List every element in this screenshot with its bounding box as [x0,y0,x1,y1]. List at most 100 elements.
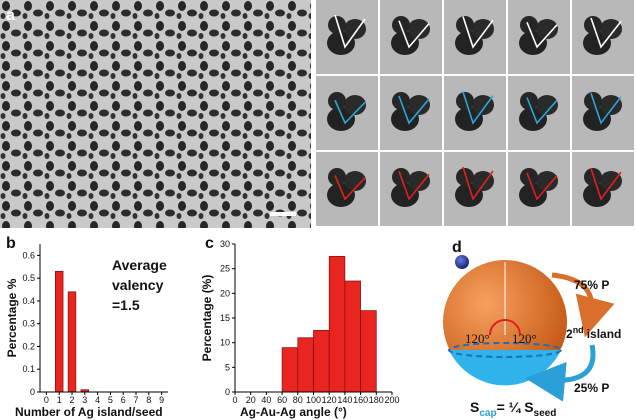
x-tick-label: 160 [353,395,368,405]
angle-guide [462,166,494,201]
angle-guide [398,170,430,201]
particle [600,19,622,39]
particle [455,31,483,55]
particle [408,95,430,115]
particle [408,171,430,191]
x-tick-label: 120 [322,395,337,405]
x-tick-label: 5 [108,395,113,405]
particle [391,31,419,55]
angle-label: 120° [512,331,537,346]
x-tick-label: 200 [384,395,399,405]
text: nd [573,325,584,335]
x-tick-label: 100 [306,395,321,405]
x-tick-label: 40 [261,395,271,405]
angle-guide [334,99,366,125]
particle [583,31,611,55]
particle [472,19,494,39]
angle-guide [526,21,558,49]
text: island [587,327,622,341]
particle [327,107,355,131]
cap-edge [448,342,562,358]
particle [391,183,419,207]
particle [327,183,355,207]
y-tick-label: 15 [220,313,230,323]
text: cap [479,408,496,419]
angle-label: 120° [465,331,490,346]
x-tick-label: 0 [232,395,237,405]
diagram: 120° 120° 75% P 2nd island 25% P Scap= ¼ … [443,255,621,419]
particle [344,95,366,115]
bar [360,310,377,393]
x-tick-label: 7 [133,395,138,405]
annotation: valency [112,277,164,293]
y-tick-label: 0.5 [22,273,35,283]
particle [408,19,430,39]
fraction-label: 25% P [574,381,609,395]
panel-label: d [452,239,462,256]
annotation: Average [112,257,167,273]
bar [344,280,361,393]
angle-guide [462,91,494,125]
text: 2 [566,327,573,341]
angle-guide [398,20,430,49]
panel-label: c [205,235,214,252]
fraction-label: 75% P [574,278,609,292]
angle-guide [590,92,622,125]
y-tick-label: 0.4 [22,296,35,306]
particle [583,183,611,207]
arrow [551,272,615,338]
formula: Scap= ¼ Sseed [470,399,556,419]
particle [456,92,474,110]
particle [600,171,622,191]
bar [328,255,346,393]
x-tick-label: 0 [44,395,49,405]
tile-grid [316,0,634,226]
x-axis-label: Ag-Au-Ag angle (°) [240,405,347,419]
particle [536,171,558,191]
particle [328,16,346,34]
angle-guide [526,97,558,125]
particle [344,171,366,191]
x-tick-label: 60 [277,395,287,405]
x-axis-label: Number of Ag island/seed [15,405,163,419]
y-tick-label: 10 [220,338,230,348]
x-tick-label: 80 [293,395,303,405]
y-tick-label: 20 [220,288,230,298]
y-axis-label: Percentage (%) [200,275,214,362]
particle [519,107,547,131]
particle [519,31,547,55]
particle [328,168,346,186]
x-tick-label: 1 [57,395,62,405]
x-tick-label: 2 [69,395,74,405]
scale-bar [270,212,296,216]
angle-guide [334,14,366,49]
x-tick-label: 3 [82,395,87,405]
x-tick-label: 8 [146,395,151,405]
x-tick-label: 140 [337,395,352,405]
y-axis-label: Percentage % [5,278,19,357]
y-tick-label: 0.1 [22,364,35,374]
particle [536,19,558,39]
panel-label: a [6,7,15,24]
particle [455,183,483,207]
x-tick-label: 4 [95,395,100,405]
angle-arc [489,319,521,336]
particle [391,107,419,131]
arrow [525,344,596,402]
annotation: =1.5 [112,297,140,313]
particle [327,31,355,55]
x-tick-label: 6 [121,395,126,405]
bar [281,347,299,393]
bar [67,291,77,393]
particle [536,95,558,115]
text: seed [534,408,557,419]
text: S [470,399,479,415]
bar [297,337,314,393]
y-tick-label: 5 [225,362,230,372]
angle-guide [462,16,494,49]
particle [520,16,538,34]
angle-guide [526,172,558,201]
y-tick-label: 0 [30,387,35,397]
island-label: 2nd island [566,325,621,341]
